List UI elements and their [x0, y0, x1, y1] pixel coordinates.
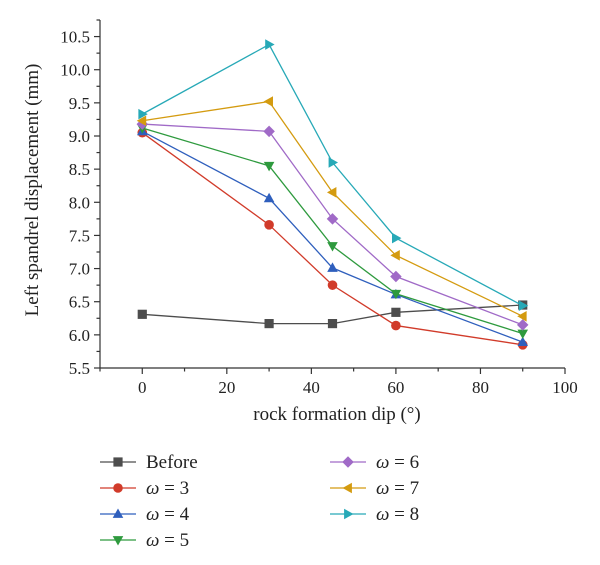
legend-marker — [112, 536, 124, 546]
legend-marker — [344, 508, 354, 520]
series-5 — [136, 124, 529, 340]
data-point — [138, 108, 148, 120]
data-point — [263, 125, 275, 138]
y-tick-label: 8.0 — [69, 193, 90, 212]
data-point — [517, 329, 529, 340]
y-tick-label: 10.5 — [60, 28, 90, 47]
data-point — [264, 318, 274, 329]
series-8 — [138, 39, 529, 311]
legend-item-3: ω = 3 — [100, 478, 189, 499]
x-tick-label: 20 — [218, 378, 235, 397]
data-point — [263, 161, 275, 172]
data-point — [390, 289, 402, 300]
legend-item-4: ω = 4 — [100, 504, 190, 525]
data-point — [265, 39, 275, 50]
x-tick-label: 80 — [472, 378, 489, 397]
legend-label: ω = 5 — [146, 530, 189, 551]
legend-marker — [113, 457, 123, 467]
axes: 0 20 40 60 80 100 5.5 6.0 6.5 7.0 7.5 8.0 8.5 9.0 9.5 1… — [60, 19, 578, 397]
legend-marker — [342, 482, 352, 494]
x-tick-label: 100 — [552, 378, 578, 397]
data-point — [328, 157, 339, 168]
legend-marker — [112, 508, 124, 518]
y-axis-title: Left spandrel displacement (mm) — [22, 64, 43, 317]
series-6 — [136, 118, 529, 331]
data-point — [391, 307, 401, 317]
series-7 — [136, 96, 527, 322]
y-tick-label: 7.5 — [69, 226, 90, 245]
legend-marker — [113, 483, 123, 493]
data-point — [136, 115, 147, 127]
data-point — [390, 270, 402, 283]
data-point — [263, 96, 274, 107]
legend-item-5: ω = 5 — [100, 530, 189, 551]
y-tick-label: 7.0 — [69, 260, 90, 279]
legend: Before ω = 3 ω = 4 ω = 5 ω = 6 ω = 7 ω = 8 — [100, 452, 419, 551]
data-point — [263, 192, 275, 203]
legend-item-7: ω = 7 — [330, 478, 419, 499]
data-point — [326, 213, 339, 225]
x-tick-label: 40 — [303, 378, 320, 397]
x-tick-label: 0 — [138, 378, 147, 397]
data-point — [326, 187, 337, 198]
legend-marker — [342, 456, 354, 468]
data-point — [264, 220, 274, 230]
legend-label: ω = 6 — [376, 452, 419, 473]
y-tick-label: 9.5 — [69, 94, 90, 113]
legend-item-8: ω = 8 — [330, 504, 419, 525]
legend-item-6: ω = 6 — [330, 452, 419, 473]
data-point — [517, 336, 529, 347]
y-tick-label: 10.0 — [60, 61, 90, 80]
data-point — [327, 262, 338, 272]
y-tick-label: 5.5 — [69, 359, 90, 378]
legend-label: ω = 8 — [376, 504, 419, 525]
legend-label: ω = 7 — [376, 478, 419, 499]
y-tick-label: 6.0 — [69, 326, 90, 345]
legend-item-before: Before — [100, 452, 198, 473]
data-point — [390, 250, 400, 261]
legend-label: ω = 3 — [146, 478, 189, 499]
data-point — [391, 320, 401, 331]
x-axis-title: rock formation dip (°) — [253, 404, 420, 425]
data-point — [327, 318, 338, 329]
x-tick-label: 60 — [387, 378, 404, 397]
data-point — [517, 311, 527, 322]
data-point — [327, 280, 338, 290]
data-point — [516, 319, 529, 331]
series-layer — [136, 39, 529, 350]
data-point — [137, 309, 147, 319]
y-tick-label: 6.5 — [69, 293, 90, 312]
legend-label: Before — [146, 452, 198, 473]
data-point — [518, 300, 529, 311]
legend-label: ω = 4 — [146, 504, 190, 525]
y-tick-label: 9.0 — [69, 127, 90, 146]
series-4 — [136, 125, 529, 347]
data-point — [327, 242, 338, 252]
data-point — [391, 232, 402, 244]
y-tick-label: 8.5 — [69, 160, 90, 179]
